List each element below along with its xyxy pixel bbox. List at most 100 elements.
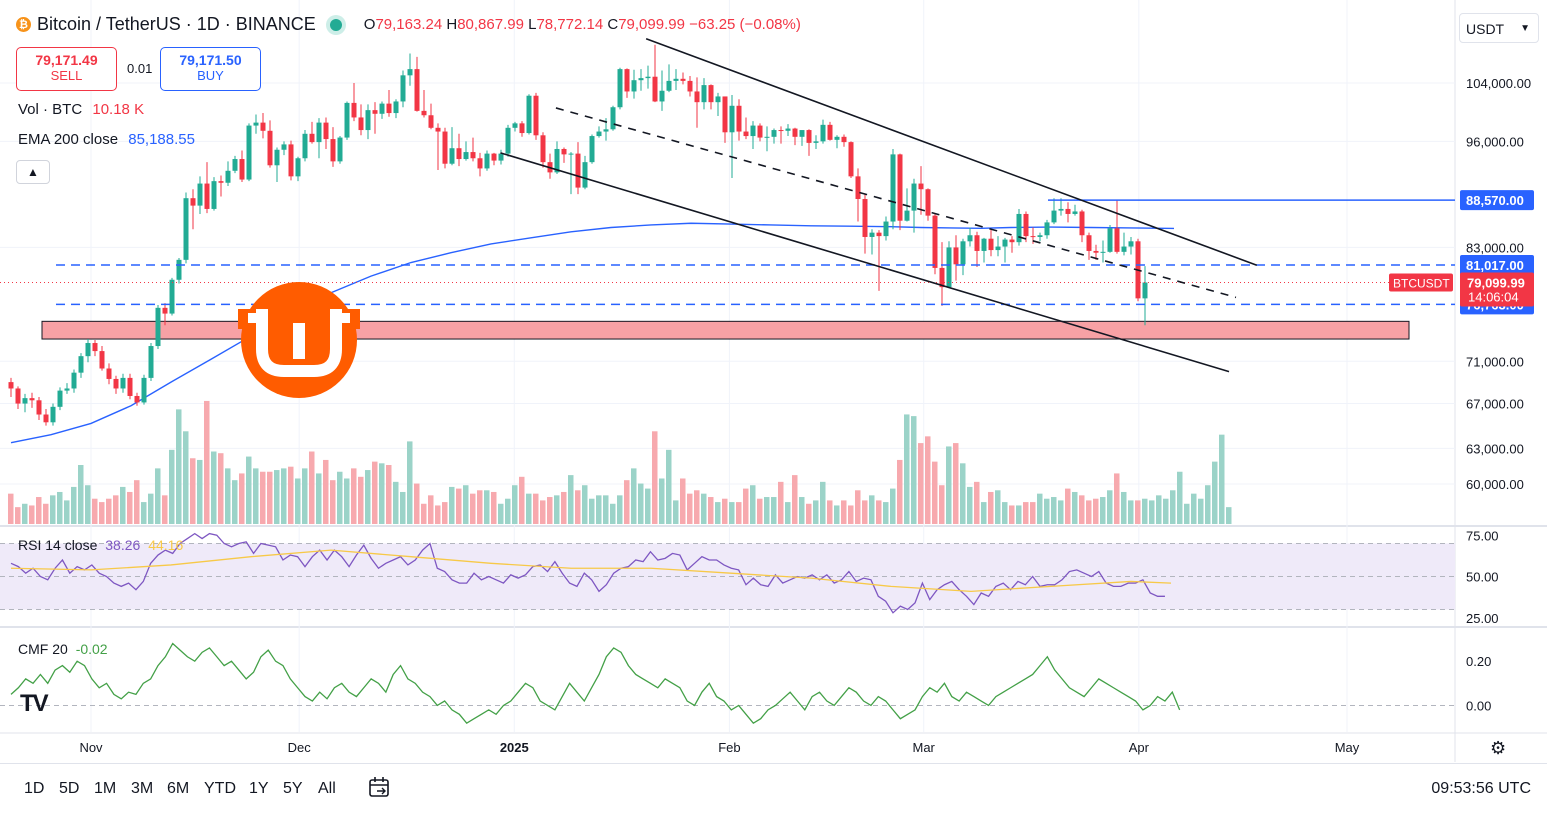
level-upper-price-tag-text: 81,017.00 — [1466, 258, 1524, 273]
volume-bar — [127, 491, 133, 524]
timeframe-ytd[interactable]: YTD — [204, 780, 236, 797]
volume-bar — [337, 471, 343, 524]
tradingview-logo[interactable]: TV — [20, 690, 49, 717]
volume-bar — [911, 416, 917, 524]
volume-bar — [554, 495, 560, 524]
close-label: C — [607, 16, 619, 33]
volume-bar — [470, 493, 476, 524]
spread-value: 0.01 — [127, 61, 153, 76]
low-value: 78,772.14 — [536, 16, 604, 33]
candle-body — [743, 131, 749, 137]
volume-bar — [645, 488, 651, 524]
buy-price: 79,171.50 — [179, 52, 242, 68]
cmf-legend[interactable]: CMF 20 -0.02 — [18, 641, 108, 657]
candle-body — [778, 130, 784, 132]
candle-body — [589, 136, 595, 163]
candle-body — [1100, 251, 1106, 253]
volume-bar — [85, 485, 91, 524]
candle-body — [288, 144, 294, 177]
calendar-range-icon[interactable] — [368, 776, 392, 798]
candle-body — [351, 102, 357, 118]
candle-body — [218, 181, 224, 183]
candle-body — [344, 102, 350, 138]
volume-bar — [239, 473, 245, 524]
chevron-up-icon[interactable]: ▲ — [16, 160, 50, 184]
candle-body — [995, 246, 1001, 251]
rsi-legend[interactable]: RSI 14 close 38.26 44.16 — [18, 537, 183, 553]
resistance-price-tag: 88,570.00 — [1460, 190, 1534, 211]
volume-bar — [1114, 473, 1120, 524]
level-upper-price-tag-bg — [1460, 255, 1534, 276]
volume-bar — [1163, 498, 1169, 524]
candle-body — [799, 130, 805, 137]
timeframe-1y[interactable]: 1Y — [249, 780, 269, 797]
candle-body — [1086, 235, 1092, 251]
timeframe-5d[interactable]: 5D — [59, 780, 80, 797]
candle-body — [323, 122, 329, 140]
volume-bar — [932, 461, 938, 524]
volume-bar — [449, 486, 455, 524]
volume-bar — [848, 505, 854, 524]
timeframe-all[interactable]: All — [318, 780, 336, 797]
candle-body — [736, 105, 742, 132]
candle-body — [967, 235, 973, 242]
candle-body — [246, 125, 252, 180]
volume-bar — [309, 451, 315, 524]
volume-bar — [764, 497, 770, 524]
volume-bar — [1058, 500, 1064, 524]
timeframe-5y[interactable]: 5Y — [283, 780, 303, 797]
sell-button[interactable]: 79,171.49 SELL — [16, 47, 117, 91]
volume-bar — [1023, 502, 1029, 524]
candle-body — [365, 110, 371, 131]
volume-bar — [1037, 493, 1043, 524]
candle-body — [575, 153, 581, 188]
timeframe-3m[interactable]: 3M — [131, 780, 154, 797]
timeframe-1d[interactable]: 1D — [24, 780, 45, 797]
volume-label: Vol · BTC — [18, 101, 83, 118]
candle-body — [456, 148, 462, 160]
buy-button[interactable]: 79,171.50 BUY — [160, 47, 261, 91]
currency-select[interactable]: USDT ▼ — [1459, 13, 1539, 43]
rsi-tick-label: 50.00 — [1466, 570, 1499, 585]
candle-body — [78, 356, 84, 373]
candle-body — [834, 136, 840, 140]
volume-bar — [183, 431, 189, 524]
candle-body — [631, 80, 637, 92]
volume-bar — [1107, 490, 1113, 524]
cmf-value: -0.02 — [75, 641, 108, 657]
utc-clock[interactable]: 09:53:56 UTC — [1431, 780, 1531, 797]
low-label: L — [528, 16, 537, 33]
timeframe-6m[interactable]: 6M — [167, 780, 190, 797]
candle-body — [428, 115, 434, 128]
volume-bar — [414, 483, 420, 524]
resistance-price-tag-bg — [1460, 190, 1534, 211]
timeframe-1m[interactable]: 1M — [94, 780, 117, 797]
volume-bar — [624, 480, 630, 524]
candle-body — [540, 135, 546, 163]
candle-body — [379, 103, 385, 114]
volume-legend[interactable]: Vol · BTC 10.18 K — [18, 101, 144, 118]
candle-body — [855, 176, 861, 200]
volume-bar — [512, 485, 518, 524]
candle-body — [330, 139, 336, 162]
candle-body — [925, 189, 931, 216]
candle-body — [134, 395, 140, 403]
price-tick-label: 71,000.00 — [1466, 354, 1524, 369]
gear-icon[interactable]: ⚙ — [1490, 738, 1507, 758]
price-tick-label: 60,000.00 — [1466, 477, 1524, 492]
high-label: H — [446, 16, 458, 33]
candle-body — [890, 154, 896, 222]
volume-bar — [792, 475, 798, 524]
volume-bar — [22, 503, 28, 524]
close-value: 79,099.99 — [618, 16, 685, 33]
candle-body — [848, 142, 854, 177]
open-label: O — [363, 16, 376, 33]
volume-bar — [778, 481, 784, 524]
candle-body — [1044, 222, 1050, 236]
symbol-title[interactable]: Bitcoin / TetherUS · 1D · BINANCE — [37, 14, 316, 34]
time-tick-label: Feb — [718, 740, 740, 755]
ema-legend[interactable]: EMA 200 close 85,188.55 — [18, 131, 195, 148]
volume-bar — [92, 498, 98, 524]
volume-bar — [946, 446, 952, 524]
